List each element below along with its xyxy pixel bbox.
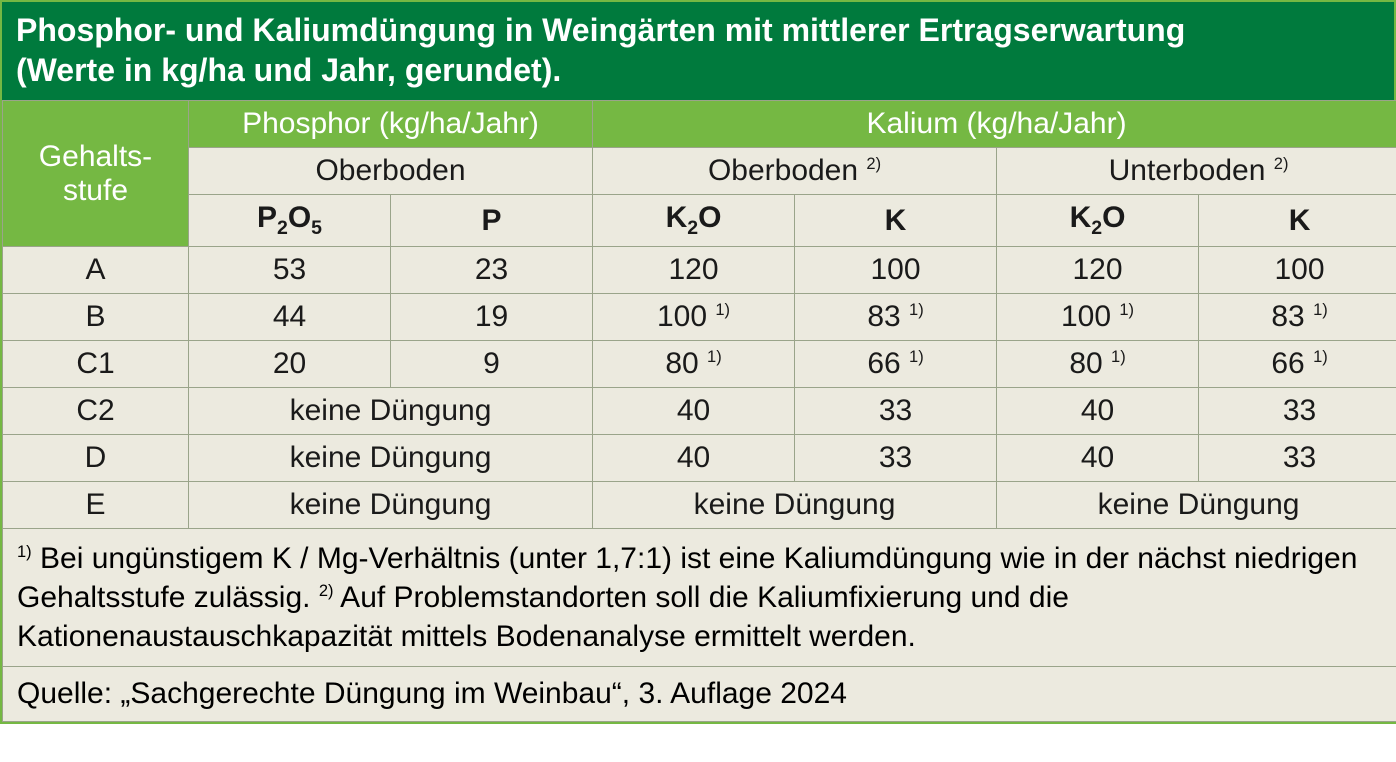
title-line-1: Phosphor- und Kaliumdüngung in Weingärte… [16,12,1185,48]
cell: 40 [997,388,1199,435]
title-line-2: (Werte in kg/ha und Jahr, gerundet). [16,52,561,88]
cell: 80 1) [593,341,795,388]
cell: 66 1) [1199,341,1396,388]
footnote: 1) Bei ungünstigem K / Mg-Verhältnis (un… [3,529,1396,667]
header-kalium: Kalium (kg/ha/Jahr) [593,101,1396,148]
row-label: D [3,435,189,482]
header-gehaltsstufe: Gehalts- stufe [3,101,189,247]
header-k-ub: K [1199,195,1396,247]
header-k2o-ob: K2O [593,195,795,247]
header-oberboden-k: Oberboden 2) [593,148,997,195]
cell: 100 [795,247,997,294]
row-label: E [3,482,189,529]
table-row: A 53 23 120 100 120 100 [3,247,1396,294]
data-table: Gehalts- stufe Phosphor (kg/ha/Jahr) Kal… [2,100,1396,722]
header-k2o-ub: K2O [997,195,1199,247]
cell: 33 [1199,388,1396,435]
table-row: D keine Düngung 40 33 40 33 [3,435,1396,482]
table-row: C2 keine Düngung 40 33 40 33 [3,388,1396,435]
cell: 100 1) [997,294,1199,341]
cell: 83 1) [1199,294,1396,341]
cell-merged: keine Düngung [189,388,593,435]
row-label: C1 [3,341,189,388]
cell-merged: keine Düngung [593,482,997,529]
table-row: E keine Düngung keine Düngung keine Düng… [3,482,1396,529]
cell: 44 [189,294,391,341]
cell: 53 [189,247,391,294]
header-oberboden-p: Oberboden [189,148,593,195]
header-p2o5: P2O5 [189,195,391,247]
cell: 120 [593,247,795,294]
cell: 66 1) [795,341,997,388]
cell: 33 [795,435,997,482]
cell: 83 1) [795,294,997,341]
cell: 33 [1199,435,1396,482]
header-p: P [391,195,593,247]
cell-merged: keine Düngung [997,482,1396,529]
cell: 80 1) [997,341,1199,388]
cell: 40 [997,435,1199,482]
cell-merged: keine Düngung [189,435,593,482]
cell: 40 [593,388,795,435]
row-label: A [3,247,189,294]
cell: 9 [391,341,593,388]
cell: 19 [391,294,593,341]
table-row: B 44 19 100 1) 83 1) 100 1) 83 1) [3,294,1396,341]
cell: 120 [997,247,1199,294]
cell: 33 [795,388,997,435]
table-title: Phosphor- und Kaliumdüngung in Weingärte… [2,2,1394,100]
header-unterboden-k: Unterboden 2) [997,148,1396,195]
header-k-ob: K [795,195,997,247]
row-label: B [3,294,189,341]
cell: 20 [189,341,391,388]
cell: 100 1) [593,294,795,341]
table-row: C1 20 9 80 1) 66 1) 80 1) 66 1) [3,341,1396,388]
cell: 100 [1199,247,1396,294]
source: Quelle: „Sachgerechte Düngung im Weinbau… [3,667,1396,722]
table-container: Phosphor- und Kaliumdüngung in Weingärte… [0,0,1396,724]
cell: 23 [391,247,593,294]
header-phosphor: Phosphor (kg/ha/Jahr) [189,101,593,148]
row-label: C2 [3,388,189,435]
cell-merged: keine Düngung [189,482,593,529]
cell: 40 [593,435,795,482]
